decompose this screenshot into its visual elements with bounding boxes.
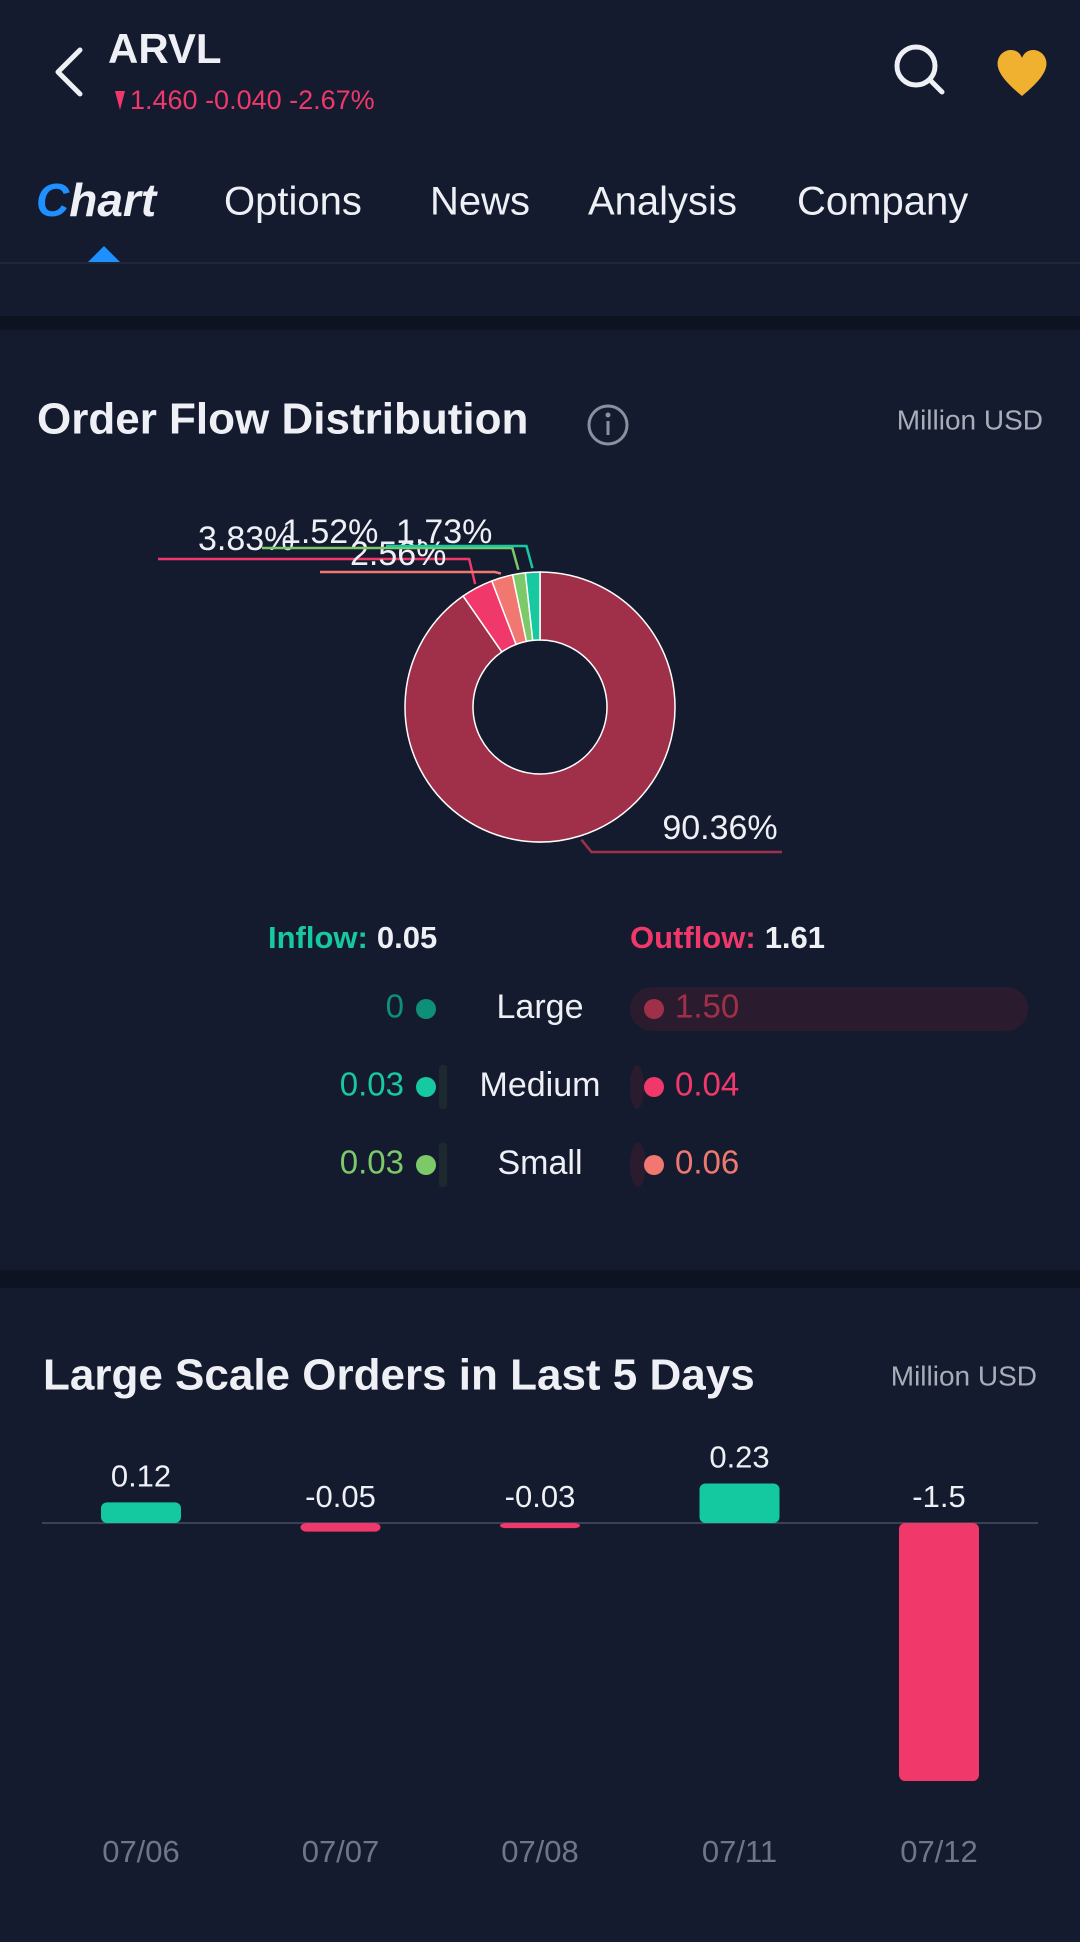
value-label: -0.05 — [305, 1479, 376, 1514]
value-label: -1.5 — [912, 1479, 965, 1514]
slice-label: 1.73% — [396, 513, 492, 551]
down-arrow — [115, 91, 125, 110]
tab-bar: Chart Options News Analysis Company — [36, 174, 968, 226]
leader-line — [158, 557, 477, 585]
outflow-bar — [630, 1143, 646, 1187]
inflow-value: 0.03 — [340, 1066, 404, 1103]
leader-line — [262, 546, 520, 571]
row-label: Large — [497, 988, 584, 1026]
inflow-dot — [416, 1155, 436, 1175]
value-label: 0.12 — [111, 1459, 171, 1494]
outflow-bar — [630, 987, 1028, 1031]
bar-chart: 0.12 07/06 -0.05 07/07 -0.03 07/08 0.23 07/11 -1… — [42, 1440, 1038, 1869]
outflow-dot — [644, 1155, 664, 1175]
x-tick-label: 07/12 — [900, 1834, 978, 1869]
leader-line — [580, 838, 782, 854]
active-tab-indicator — [88, 246, 120, 262]
outflow-bar — [630, 1065, 644, 1109]
tab[interactable]: Analysis — [588, 180, 737, 224]
outflow-total: 1.61 — [765, 920, 825, 955]
bar — [101, 1502, 181, 1523]
slice-label: 3.83% — [198, 520, 294, 558]
value-label: 0.23 — [709, 1440, 769, 1475]
back-button[interactable] — [55, 47, 83, 97]
unit-label: Million USD — [891, 1360, 1037, 1391]
bar — [699, 1483, 780, 1523]
slice-label: 2.56% — [350, 535, 446, 573]
donut-chart: 90.36% 3.83% 2.56%1.52% 1.73% — [158, 513, 782, 854]
section-gap — [0, 1270, 1080, 1288]
tab[interactable]: Company — [797, 180, 968, 224]
x-tick-label: 07/08 — [501, 1834, 579, 1869]
section-gap — [0, 316, 1080, 330]
x-tick-label: 07/11 — [702, 1834, 777, 1869]
bar — [500, 1523, 580, 1529]
slice-label: 90.36% — [662, 809, 777, 847]
row-label: Small — [497, 1144, 582, 1182]
favorite-button[interactable] — [997, 49, 1047, 96]
donut-slice — [524, 571, 541, 642]
inflow-dot — [416, 999, 436, 1019]
leader-line — [386, 544, 534, 569]
ticker: ARVL — [108, 25, 222, 72]
order-flow-table: Inflow: 0.05 Outflow: 1.61 0 Large 1.50 0.03 Med… — [268, 920, 1028, 1187]
tab[interactable]: Options — [224, 180, 362, 224]
tab[interactable]: Chart — [36, 174, 158, 226]
outflow-value: 0.06 — [675, 1144, 739, 1181]
slice-label: 1.52% — [282, 513, 378, 551]
x-tick-label: 07/07 — [302, 1834, 380, 1869]
search-button[interactable] — [894, 44, 945, 95]
value-label: -0.03 — [505, 1479, 576, 1514]
outflow-label: Outflow: — [630, 920, 756, 955]
bar — [300, 1523, 381, 1532]
tab[interactable]: News — [430, 180, 530, 224]
inflow-total: 0.05 — [377, 920, 437, 955]
unit-label: Million USD — [897, 404, 1043, 435]
section-title: Order Flow Distribution — [37, 395, 528, 444]
row-label: Medium — [480, 1066, 601, 1104]
outflow-value: 0.04 — [675, 1066, 739, 1103]
leader-line — [320, 570, 502, 575]
x-tick-label: 07/06 — [102, 1834, 180, 1869]
outflow-dot — [644, 1077, 664, 1097]
inflow-bar — [439, 1143, 447, 1187]
inflow-dot — [416, 1077, 436, 1097]
quote: 1.460 -0.040 -2.67% — [130, 85, 375, 115]
inflow-label: Inflow: — [268, 920, 368, 955]
outflow-value: 1.50 — [675, 988, 739, 1025]
section-title: Large Scale Orders in Last 5 Days — [43, 1351, 755, 1400]
inflow-bar — [439, 1065, 447, 1109]
bar — [899, 1523, 979, 1781]
info-button[interactable] — [587, 404, 629, 446]
outflow-dot — [644, 999, 664, 1019]
donut-slice — [404, 571, 676, 843]
inflow-value: 0.03 — [340, 1144, 404, 1181]
inflow-value: 0 — [386, 988, 404, 1025]
